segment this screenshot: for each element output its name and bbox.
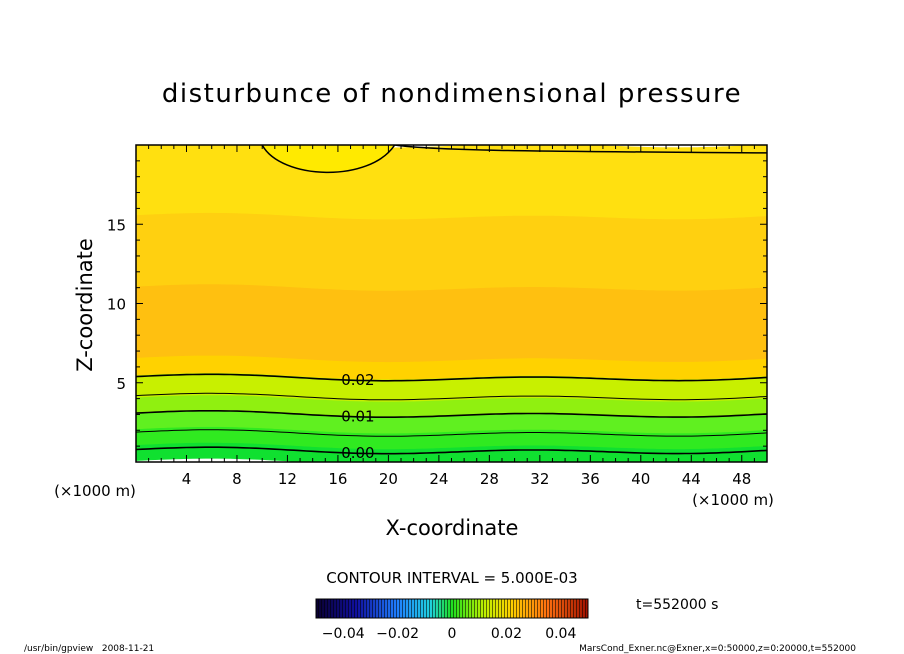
x-tick-label: 32 bbox=[530, 470, 549, 488]
colorbar: −0.04 −0.02 0 0.02 0.04 bbox=[315, 598, 589, 642]
x-unit-left: (×1000 m) bbox=[54, 482, 136, 500]
colorbar-ticks: −0.04 −0.02 0 0.02 0.04 bbox=[322, 626, 577, 642]
x-tick-label: 16 bbox=[328, 470, 347, 488]
x-tick-label: 24 bbox=[429, 470, 448, 488]
x-tick-label: 36 bbox=[581, 470, 600, 488]
colorbar-tick-label: 0 bbox=[448, 626, 457, 642]
contour-label: 0.01 bbox=[341, 407, 374, 425]
contour-line-top bbox=[261, 145, 396, 174]
contour-interval-text: CONTOUR INTERVAL = 5.000E-03 bbox=[326, 569, 577, 587]
footer-left: /usr/bin/gpview 2008-11-21 bbox=[24, 644, 154, 654]
contour-line bbox=[136, 373, 767, 382]
x-tick-label: 28 bbox=[480, 470, 499, 488]
x-tick-label: 8 bbox=[232, 470, 242, 488]
x-axis-ticks: 4 8 12 16 20 24 28 32 36 40 44 48 bbox=[135, 145, 768, 488]
x-tick-label: 44 bbox=[682, 470, 701, 488]
colorbar-frame bbox=[315, 598, 589, 619]
contour-line-top-right bbox=[394, 145, 767, 154]
contour-label: 0.02 bbox=[341, 371, 374, 389]
contour-line bbox=[136, 446, 767, 455]
x-tick-label: 48 bbox=[732, 470, 751, 488]
colorbar-stripes bbox=[316, 599, 588, 618]
y-tick-label: 10 bbox=[107, 296, 126, 314]
x-tick-label: 40 bbox=[631, 470, 650, 488]
x-tick-label: 20 bbox=[379, 470, 398, 488]
time-label: t=552000 s bbox=[636, 597, 718, 613]
chart-title: disturbunce of nondimensional pressure bbox=[162, 79, 742, 109]
contour-band bbox=[136, 212, 767, 291]
colorbar-tick-label: −0.02 bbox=[376, 626, 419, 642]
contour-line bbox=[136, 392, 767, 401]
contour-label: 0.00 bbox=[341, 444, 374, 462]
contour-bands bbox=[136, 145, 767, 462]
colorbar-tick-label: 0.04 bbox=[545, 626, 576, 642]
contour-band bbox=[136, 283, 767, 363]
x-axis-label: X-coordinate bbox=[386, 516, 519, 540]
footer-right: MarsCond_Exner.nc@Exner,x=0:50000,z=0:20… bbox=[579, 644, 856, 654]
y-axis-ticks: 5 10 15 bbox=[107, 144, 767, 463]
colorbar-tick-label: 0.02 bbox=[491, 626, 522, 642]
y-axis-label: Z-coordinate bbox=[73, 238, 97, 372]
x-tick-label: 12 bbox=[278, 470, 297, 488]
plot-area bbox=[136, 145, 767, 462]
y-tick-label: 5 bbox=[116, 375, 126, 393]
colorbar-tick-label: −0.04 bbox=[322, 626, 365, 642]
y-tick-label: 15 bbox=[107, 216, 126, 234]
x-unit-right: (×1000 m) bbox=[692, 491, 774, 509]
contour-lines bbox=[136, 145, 767, 455]
contour-labels: 0.02 0.01 0.00 bbox=[341, 371, 374, 462]
contour-line bbox=[136, 429, 767, 437]
x-tick-label: 4 bbox=[182, 470, 192, 488]
contour-line bbox=[136, 410, 767, 418]
